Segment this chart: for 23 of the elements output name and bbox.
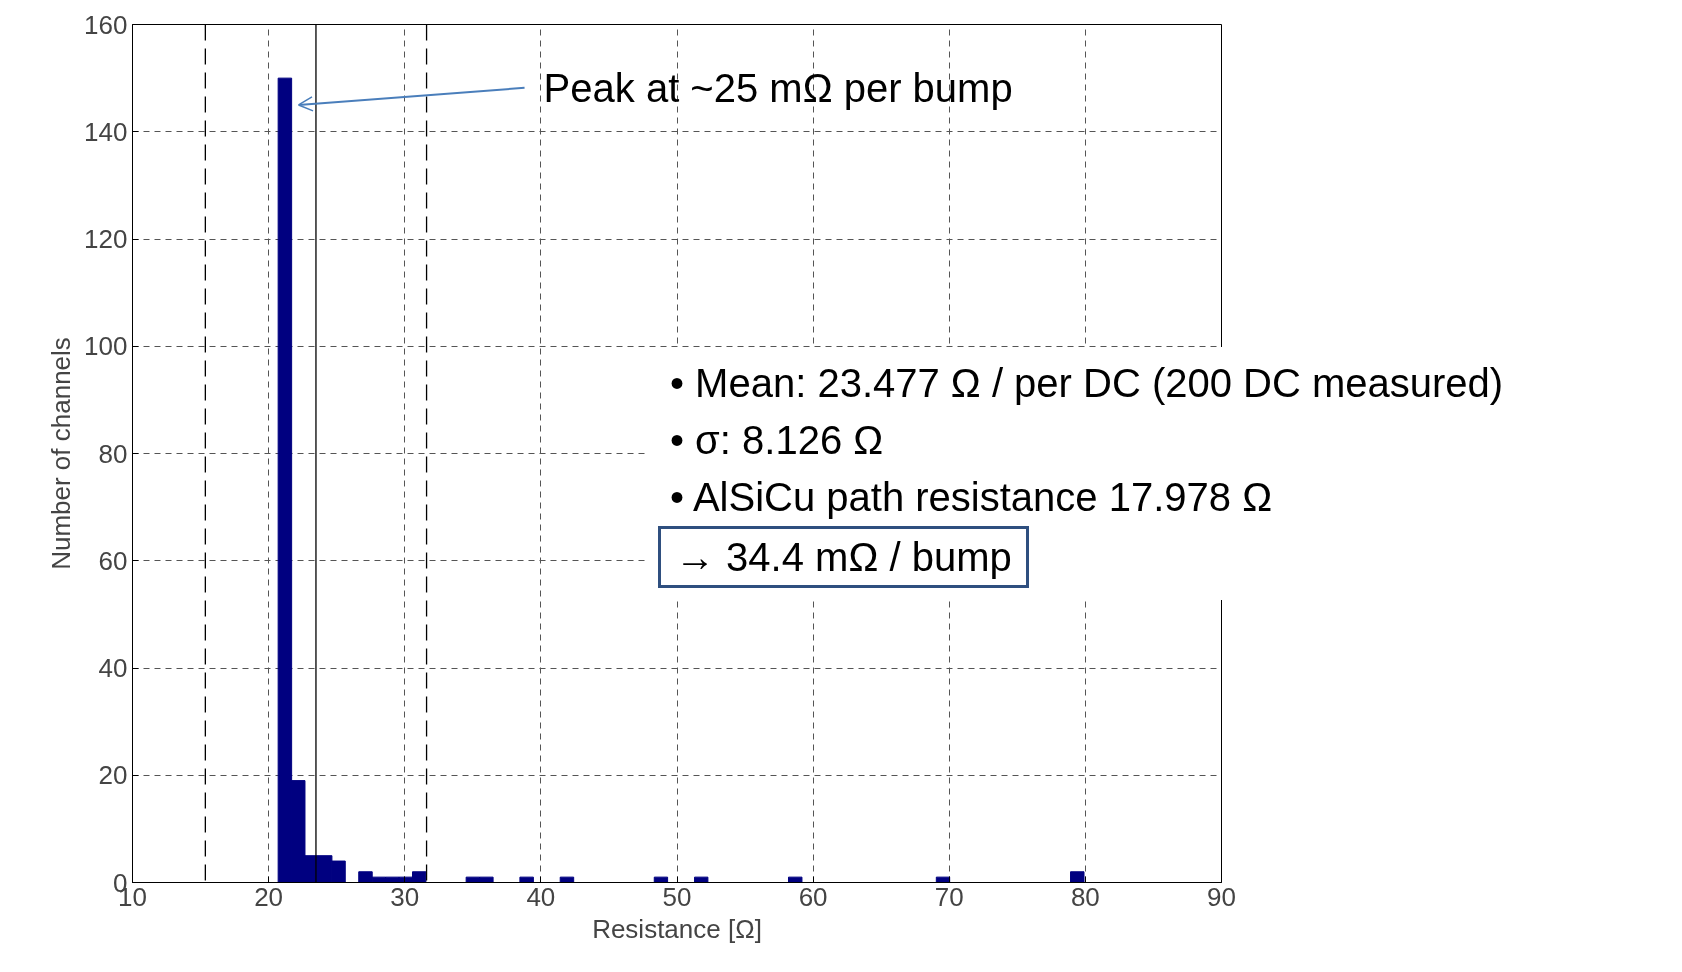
y-axis-title: Number of channels: [46, 337, 77, 570]
x-tick-label: 20: [254, 881, 284, 912]
x-tick-label: 80: [1070, 881, 1100, 912]
x-tick-label: 50: [662, 881, 692, 912]
annotation: Peak at ~25 mΩ per bump: [543, 65, 1013, 110]
x-tick-label: 30: [390, 881, 420, 912]
y-tick-label: 120: [84, 224, 128, 254]
annotation: → 34.4 mΩ / bump: [658, 526, 1029, 588]
y-tick-label: 60: [98, 545, 128, 576]
annotation: • AlSiCu path resistance 17.978 Ω: [670, 474, 1274, 521]
x-tick-label: 60: [798, 881, 828, 912]
y-tick-label: 20: [98, 760, 128, 791]
x-tick-label: 90: [1207, 881, 1236, 912]
y-tick-label: 160: [84, 9, 128, 40]
y-tick-label: 80: [98, 438, 128, 469]
annotation: • σ: 8.126 Ω: [670, 417, 885, 464]
x-tick-label: 40: [526, 881, 556, 912]
x-tick-label: 70: [934, 881, 964, 912]
x-axis-title: Resistance [Ω]: [592, 913, 762, 944]
y-tick-label: 100: [84, 331, 128, 362]
y-tick-label: 140: [84, 116, 128, 147]
y-tick-label: 40: [98, 653, 128, 683]
annotation: • Mean: 23.477 Ω / per DC (200 DC measured): [670, 360, 1504, 407]
